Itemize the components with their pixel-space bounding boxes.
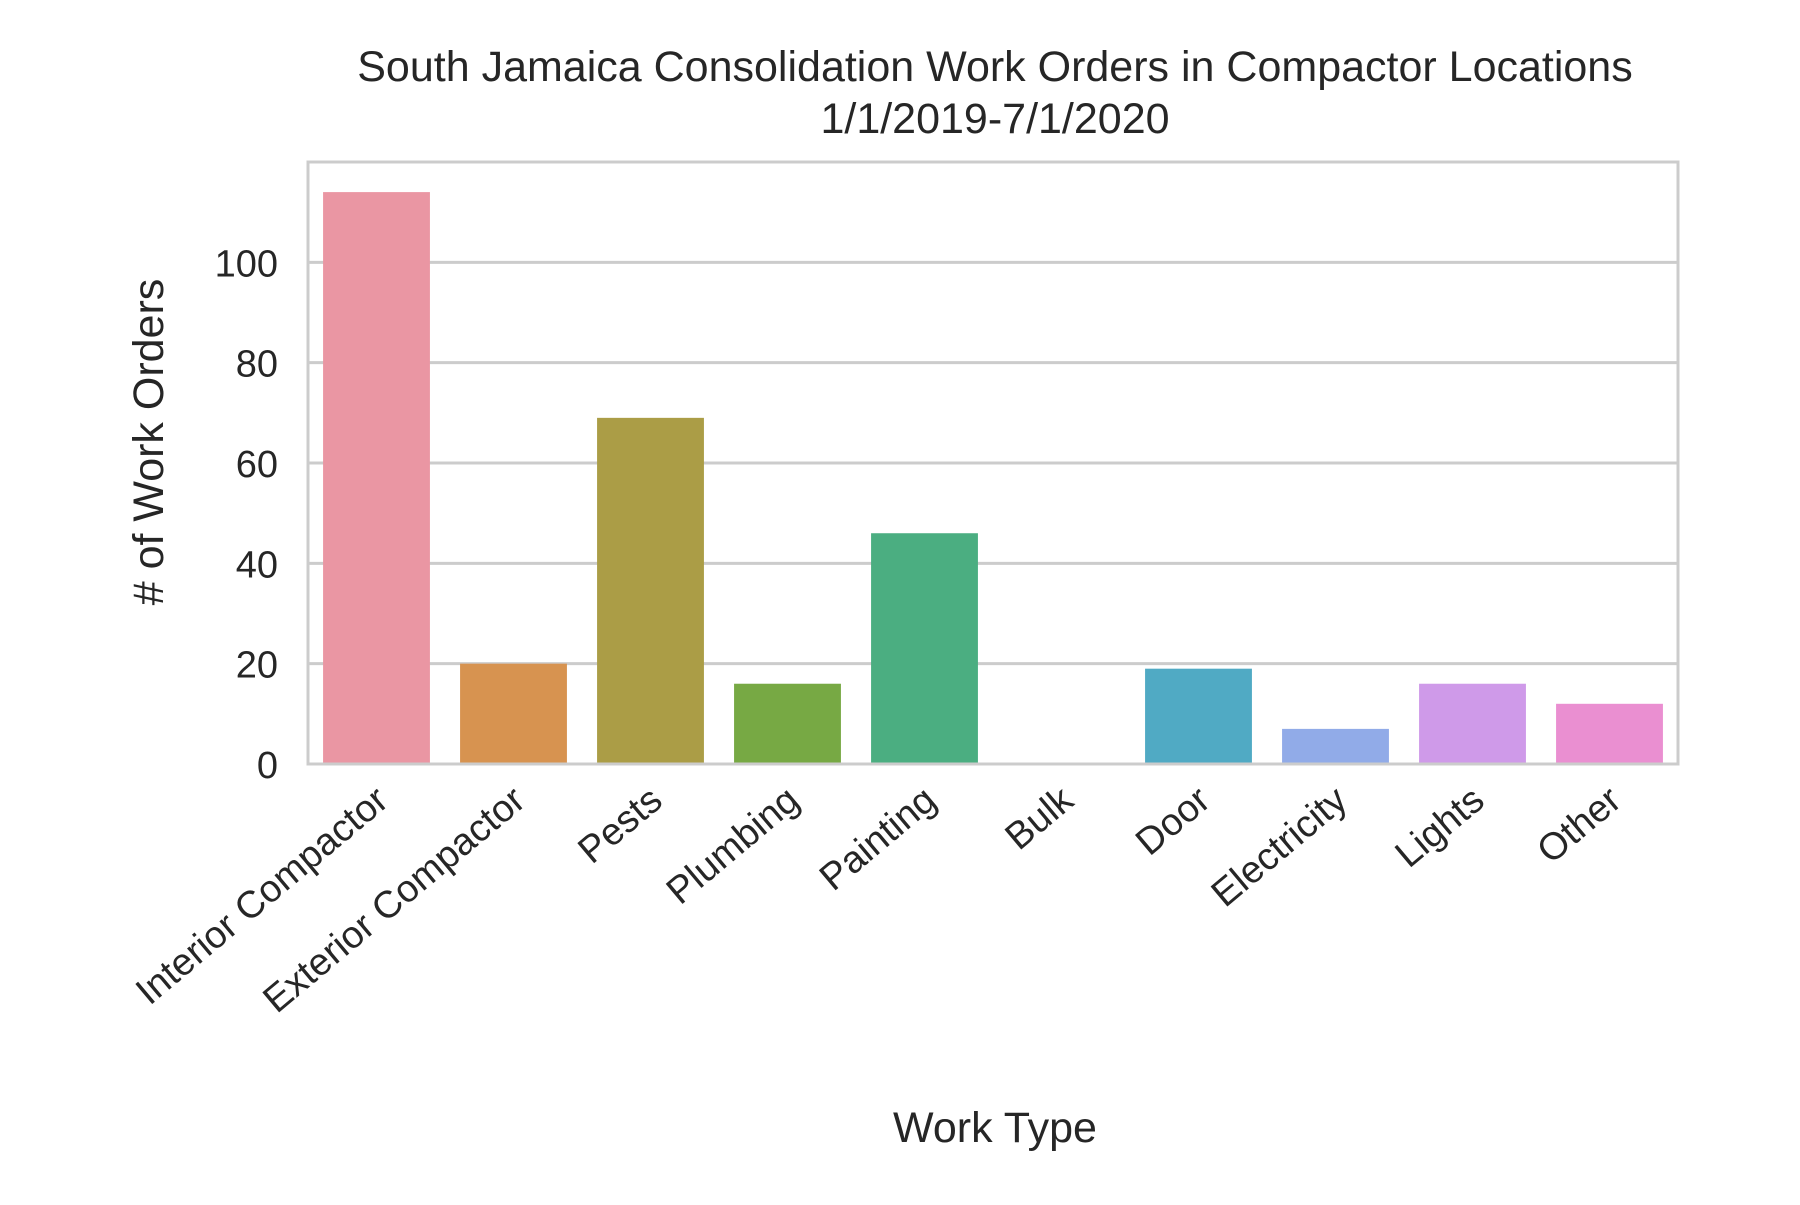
bars (323, 192, 1663, 765)
bar-painting (871, 533, 978, 764)
bar-door (1145, 668, 1252, 764)
y-tick-label: 20 (236, 645, 278, 687)
plot-frame (306, 160, 1680, 766)
y-tick-label: 40 (236, 544, 278, 586)
chart-title: South Jamaica Consolidation Work Orders … (357, 43, 1632, 91)
bar-other (1556, 703, 1663, 764)
chart-subtitle: 1/1/2019-7/1/2020 (820, 95, 1169, 143)
x-axis-label: Work Type (893, 1104, 1097, 1152)
y-axis-label: # of Work Orders (125, 279, 173, 606)
bar-pests (597, 417, 704, 764)
y-tick-label: 0 (257, 745, 278, 787)
y-tick-label: 100 (215, 243, 278, 285)
bar-plumbing (734, 683, 841, 764)
bar-exterior-compactor (460, 663, 567, 764)
y-tick-label: 60 (236, 444, 278, 486)
bar-electricity (1282, 728, 1389, 764)
bar-interior-compactor (323, 192, 430, 765)
bar-lights (1419, 683, 1526, 764)
y-tick-labels: 0 20 40 60 80 100 (215, 243, 278, 787)
y-tick-label: 80 (236, 344, 278, 386)
